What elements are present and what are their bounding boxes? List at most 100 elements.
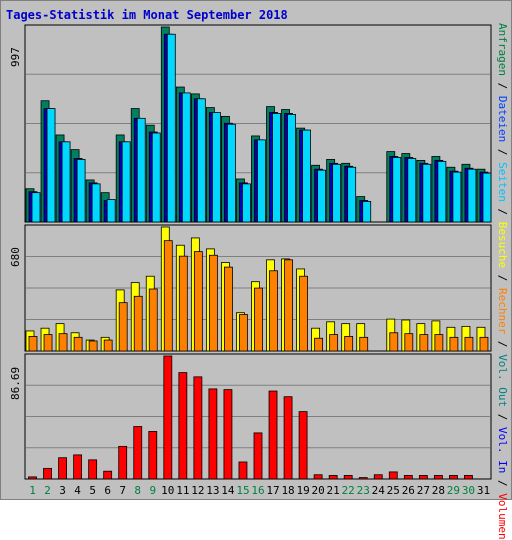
bar-rechner-day-21	[329, 334, 339, 352]
legend-item-vol-in: Vol. In	[496, 427, 509, 474]
day-label-1: 1	[29, 484, 36, 497]
day-label-11: 11	[176, 484, 189, 497]
bar-seiten-day-20	[317, 169, 327, 223]
day-label-26: 26	[402, 484, 415, 497]
bar-volumen-day-14	[223, 389, 233, 480]
legend-separator: /	[496, 334, 509, 355]
bar-seiten-day-13	[211, 112, 221, 223]
chart-title: Tages-Statistik im Monat September 2018	[6, 8, 288, 22]
bar-volumen-day-25	[388, 471, 398, 480]
bar-rechner-day-28	[434, 334, 444, 352]
bar-rechner-day-9	[148, 288, 158, 352]
bar-volumen-day-1	[28, 476, 37, 480]
legend-separator: /	[496, 268, 509, 288]
bar-volumen-day-3	[58, 457, 67, 480]
bar-rechner-day-20	[314, 337, 324, 352]
bar-volumen-day-15	[238, 461, 248, 480]
bar-rechner-day-13	[208, 254, 218, 352]
bar-rechner-day-22	[344, 336, 354, 352]
bar-rechner-day-17	[269, 270, 278, 352]
bar-volumen-day-27	[418, 475, 428, 480]
legend-separator: /	[496, 473, 509, 494]
day-label-30: 30	[462, 484, 475, 497]
bar-seiten-day-9	[151, 132, 161, 223]
bar-volumen-day-8	[133, 426, 143, 480]
bar-seiten-day-3	[61, 141, 71, 223]
bar-volumen-day-11	[178, 372, 188, 480]
bar-seiten-day-22	[347, 166, 357, 223]
bar-volumen-day-23	[358, 477, 368, 480]
bar-rechner-day-4	[73, 336, 83, 352]
bar-volumen-day-13	[208, 388, 218, 480]
bar-seiten-day-2	[46, 108, 56, 223]
bar-rechner-day-27	[419, 334, 429, 352]
day-label-18: 18	[281, 484, 294, 497]
bar-volumen-day-28	[433, 475, 443, 480]
bar-rechner-day-31	[479, 336, 489, 352]
bar-volumen-day-24	[373, 474, 383, 480]
bar-seiten-day-29	[452, 171, 462, 223]
bar-rechner-day-18	[284, 259, 293, 352]
day-label-31: 31	[477, 484, 490, 497]
bar-seiten-day-4	[76, 159, 86, 223]
day-label-5: 5	[89, 484, 96, 497]
bar-rechner-day-19	[299, 275, 308, 352]
bar-volumen-day-17	[268, 390, 278, 480]
bar-seiten-day-16	[257, 139, 266, 223]
bar-rechner-day-3	[58, 333, 68, 352]
legend-item-besuche: Besuche	[496, 221, 509, 269]
bar-volumen-day-6	[103, 470, 113, 480]
day-label-4: 4	[74, 484, 81, 497]
bar-seiten-day-21	[332, 163, 342, 223]
day-label-25: 25	[387, 484, 400, 497]
bar-seiten-day-23	[362, 201, 372, 223]
day-label-12: 12	[191, 484, 204, 497]
bar-rechner-day-10	[163, 240, 173, 352]
day-label-29: 29	[447, 484, 460, 497]
bar-seiten-day-14	[227, 123, 236, 223]
day-label-7: 7	[119, 484, 126, 497]
day-label-22: 22	[342, 484, 355, 497]
bar-volumen-day-30	[464, 475, 473, 480]
chart-plot: 1 2 3 4 5 6 7 8 9 10 11 12 13 14 15 16 17 18 19 20 21 22 23 24 2…	[24, 24, 492, 497]
day-label-27: 27	[417, 484, 430, 497]
bar-seiten-day-18	[287, 114, 296, 223]
bar-seiten-day-8	[136, 117, 146, 223]
bar-seiten-day-1	[31, 192, 41, 223]
legend-item-seiten: Seiten	[496, 162, 509, 202]
bar-rechner-day-7	[118, 302, 128, 352]
bar-volumen-day-5	[88, 459, 98, 480]
bar-rechner-day-15	[239, 314, 248, 352]
day-label-9: 9	[149, 484, 156, 497]
bar-seiten-day-28	[437, 160, 447, 223]
legend-item-vol-out: Vol. Out	[496, 354, 509, 408]
day-label-2: 2	[44, 484, 51, 497]
bar-rechner-day-29	[449, 336, 459, 352]
bar-volumen-day-4	[73, 454, 83, 480]
legend-item-anfragen: Anfragen	[496, 23, 509, 76]
bar-volumen-day-26	[403, 475, 413, 480]
bar-seiten-day-19	[302, 129, 311, 223]
bar-seiten-day-6	[106, 199, 116, 223]
bar-seiten-day-7	[121, 141, 131, 223]
bar-volumen-day-2	[43, 467, 52, 480]
bar-seiten-day-10	[166, 33, 176, 223]
bar-volumen-day-22	[343, 475, 353, 480]
bar-rechner-day-1	[28, 336, 38, 352]
bar-rechner-day-23	[359, 336, 369, 352]
bar-volumen-day-19	[298, 411, 308, 480]
legend-separator: /	[496, 75, 509, 96]
day-label-8: 8	[134, 484, 141, 497]
day-label-19: 19	[296, 484, 309, 497]
day-label-15: 15	[236, 484, 249, 497]
bar-volumen-day-10	[163, 355, 173, 480]
bar-seiten-day-5	[91, 183, 101, 223]
bar-volumen-day-21	[328, 475, 338, 480]
bar-seiten-day-31	[482, 172, 492, 223]
day-label-6: 6	[104, 484, 111, 497]
bar-seiten-day-30	[467, 168, 477, 223]
day-label-16: 16	[251, 484, 264, 497]
legend-item-rechner: Rechner	[496, 287, 509, 335]
day-label-24: 24	[372, 484, 386, 497]
day-label-14: 14	[221, 484, 235, 497]
